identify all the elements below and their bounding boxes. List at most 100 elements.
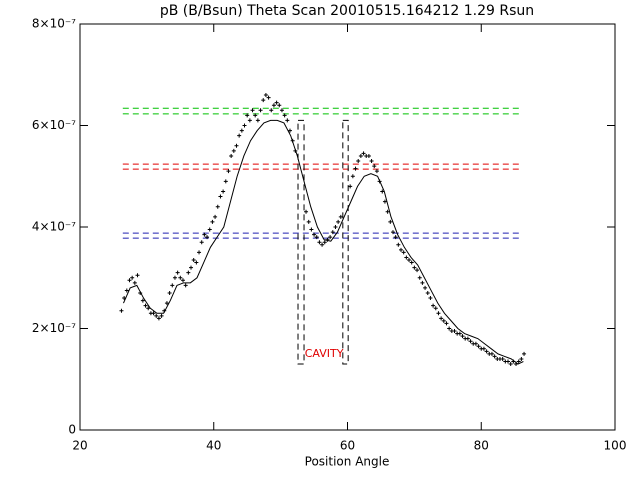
data-point — [178, 275, 183, 280]
data-point — [124, 288, 129, 293]
data-point — [433, 306, 438, 311]
data-point — [135, 273, 140, 278]
data-point — [522, 351, 527, 356]
data-point — [205, 235, 210, 240]
data-point — [336, 219, 341, 224]
data-point — [444, 321, 449, 326]
data-point — [255, 118, 260, 123]
data-point — [396, 242, 401, 247]
data-point — [127, 278, 132, 283]
y-tick-label: 0 — [68, 423, 76, 437]
data-point — [250, 108, 255, 113]
data-point — [164, 301, 169, 306]
annotation: CAVITY — [305, 347, 344, 360]
data-point — [175, 270, 180, 275]
data-point — [473, 341, 478, 346]
data-point — [489, 351, 494, 356]
data-point — [481, 346, 486, 351]
data-point — [172, 275, 177, 280]
data-point — [447, 326, 452, 331]
data-point — [269, 108, 274, 113]
data-point — [258, 108, 263, 113]
data-point — [282, 113, 287, 118]
data-point — [358, 153, 363, 158]
data-point — [170, 283, 175, 288]
y-tick-label: 4×10⁻⁷ — [32, 220, 76, 234]
data-point — [452, 329, 457, 334]
data-point — [390, 230, 395, 235]
data-point — [506, 359, 510, 364]
data-point — [350, 174, 355, 179]
data-point — [415, 268, 420, 273]
data-point — [234, 143, 239, 148]
data-point — [186, 270, 191, 275]
data-point — [263, 93, 268, 98]
smoothed-line — [123, 119, 524, 365]
data-point — [353, 166, 358, 171]
data-point — [154, 313, 159, 318]
data-point — [492, 354, 497, 359]
data-point — [439, 316, 444, 321]
data-point — [369, 159, 374, 164]
data-point — [119, 308, 124, 313]
data-point — [202, 232, 207, 237]
data-point — [189, 265, 194, 270]
data-point — [361, 151, 366, 156]
data-point — [274, 100, 279, 105]
data-point — [372, 164, 377, 169]
data-point — [271, 103, 276, 108]
data-point — [468, 339, 473, 344]
data-point — [508, 362, 513, 367]
data-point — [309, 227, 314, 232]
data-point — [484, 349, 489, 354]
data-point — [374, 169, 379, 174]
data-point — [253, 113, 258, 118]
data-point — [221, 189, 226, 194]
data-point — [306, 219, 311, 224]
data-point — [356, 159, 361, 164]
data-point — [404, 255, 409, 260]
y-tick-label: 6×10⁻⁷ — [32, 118, 76, 132]
data-point — [304, 209, 309, 214]
data-point — [156, 316, 161, 321]
data-point — [277, 103, 282, 108]
data-point — [441, 318, 446, 323]
data-point — [229, 153, 234, 158]
data-point — [231, 148, 236, 153]
data-point — [401, 250, 406, 255]
x-tick-label: 100 — [604, 439, 627, 453]
cavity-box — [342, 119, 349, 365]
data-point — [338, 214, 343, 219]
data-point — [317, 240, 322, 245]
data-point — [420, 280, 425, 285]
data-point — [143, 303, 148, 308]
data-point — [425, 290, 430, 295]
data-point — [279, 108, 284, 113]
data-point — [261, 98, 266, 103]
data-point — [194, 260, 199, 265]
data-point — [245, 113, 250, 118]
data-point — [167, 290, 172, 295]
data-point — [320, 242, 325, 247]
data-point — [333, 225, 338, 229]
data-point — [500, 356, 505, 361]
data-point — [180, 278, 185, 283]
data-point — [436, 311, 441, 316]
data-point — [428, 296, 433, 301]
data-point — [159, 313, 164, 318]
y-tick-label: 8×10⁻⁷ — [32, 17, 76, 31]
data-point — [140, 298, 145, 303]
data-point — [218, 194, 223, 199]
data-point — [348, 184, 353, 189]
y-tick-label: 2×10⁻⁷ — [32, 321, 76, 335]
data-point — [266, 95, 271, 100]
data-point — [223, 179, 228, 184]
data-point — [382, 199, 387, 204]
data-point — [476, 344, 481, 349]
data-point — [393, 235, 398, 240]
data-point — [312, 232, 317, 237]
data-point — [412, 265, 417, 270]
data-point — [151, 311, 156, 316]
data-point — [132, 280, 137, 285]
